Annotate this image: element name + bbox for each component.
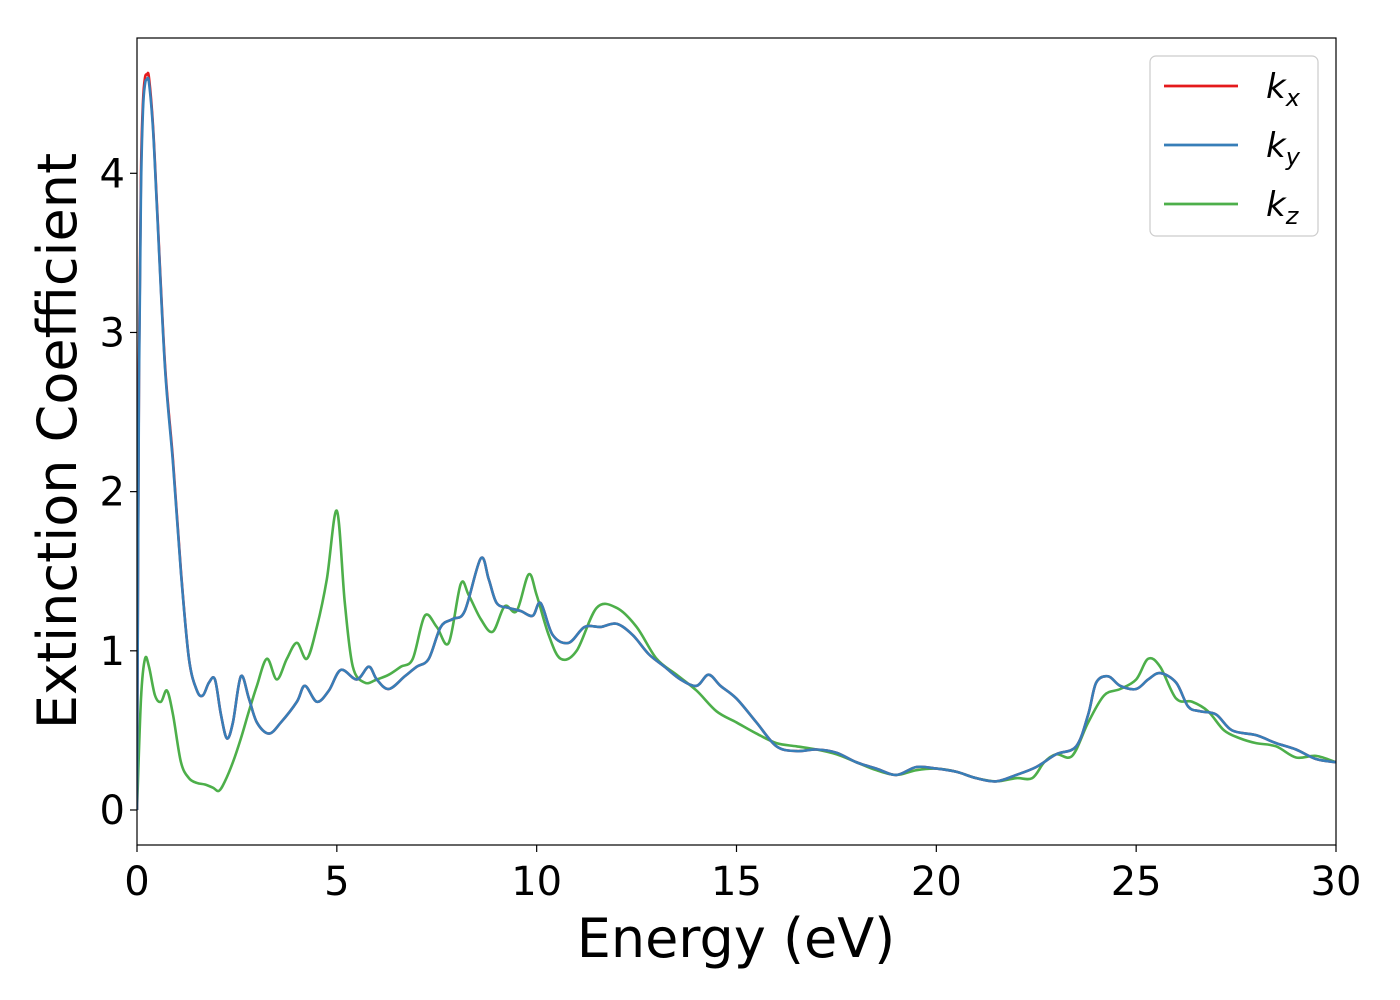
series-line-kz (137, 509, 1336, 811)
x-axis: 0 5 10 15 20 25 30 (124, 845, 1361, 905)
x-tick-label: 10 (511, 859, 562, 905)
legend-label-kx: kx (1266, 67, 1301, 112)
series-layer (137, 71, 1336, 811)
y-tick-label: 1 (100, 629, 125, 675)
y-tick-label: 3 (100, 310, 125, 356)
x-tick-label: 15 (711, 859, 762, 905)
x-tick-label: 20 (911, 859, 962, 905)
x-tick-label: 0 (124, 859, 149, 905)
legend-label-kz: kz (1266, 185, 1300, 230)
legend-label-ky: ky (1266, 126, 1301, 171)
x-tick-label: 30 (1311, 859, 1362, 905)
x-tick-label: 25 (1111, 859, 1162, 905)
x-tick-label: 5 (324, 859, 349, 905)
y-axis-label: Extinction Coefficient (26, 153, 89, 729)
y-tick-label: 2 (100, 470, 125, 516)
plot-area (136, 37, 1337, 846)
y-tick-label: 0 (100, 788, 125, 834)
legend: kx ky kz (1149, 55, 1319, 237)
series-line-ky (137, 76, 1336, 810)
y-tick-label: 4 (100, 151, 125, 197)
plot-background (137, 38, 1336, 845)
x-axis-label: Energy (eV) (577, 907, 896, 970)
y-axis: 0 1 2 3 4 (100, 151, 137, 834)
